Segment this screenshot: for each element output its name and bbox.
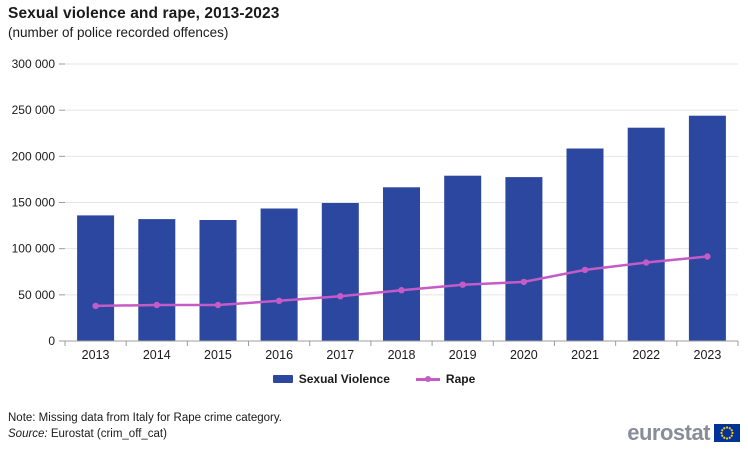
bar-2018 bbox=[383, 187, 420, 341]
bar-2017 bbox=[321, 203, 359, 341]
bar-2015 bbox=[199, 220, 237, 341]
bar-2013 bbox=[77, 215, 115, 341]
chart-subtitle: (number of police recorded offences) bbox=[8, 25, 229, 40]
rape-point-2020 bbox=[520, 278, 528, 286]
rape-point-2019 bbox=[459, 281, 466, 288]
x-tick-label: 2022 bbox=[632, 348, 660, 362]
bar-2022 bbox=[627, 127, 665, 341]
eurostat-logo: eurostat bbox=[627, 422, 740, 444]
legend-label-sexual-violence: Sexual Violence bbox=[298, 372, 390, 386]
source-line: Source: Eurostat (crim_off_cat) bbox=[8, 428, 167, 440]
x-tick-label: 2016 bbox=[265, 348, 293, 362]
bar-swatch-icon bbox=[272, 375, 293, 383]
eu-star-icon bbox=[728, 427, 731, 430]
rape-point-2013 bbox=[92, 302, 99, 310]
eu-star-icon bbox=[730, 429, 733, 432]
line-swatch-icon bbox=[415, 375, 440, 383]
eu-flag-field bbox=[714, 424, 740, 442]
x-tick-label: 2018 bbox=[388, 348, 416, 362]
line-swatch-marker bbox=[424, 376, 431, 382]
y-tick-label: 0 bbox=[48, 334, 55, 348]
eu-star-icon bbox=[725, 437, 729, 440]
note-text: Note: Missing data from Italy for Rape c… bbox=[8, 412, 282, 424]
bar-2021 bbox=[566, 148, 604, 341]
rape-point-2016 bbox=[275, 297, 283, 304]
y-tick-label: 50 000 bbox=[18, 288, 55, 302]
legend-label-rape: Rape bbox=[445, 372, 476, 386]
legend-item-sexual-violence: Sexual Violence bbox=[272, 372, 390, 386]
eu-star-icon bbox=[721, 429, 724, 432]
eu-star-icon bbox=[728, 436, 731, 439]
y-tick-label: 250 000 bbox=[12, 103, 56, 117]
y-tick-label: 150 000 bbox=[12, 196, 56, 210]
y-tick-label: 100 000 bbox=[12, 242, 56, 256]
eu-star-icon bbox=[725, 426, 729, 429]
eu-star-icon bbox=[731, 431, 734, 435]
rape-point-2014 bbox=[153, 301, 160, 309]
eu-star-icon bbox=[723, 436, 726, 439]
y-tick-label: 200 000 bbox=[12, 149, 56, 163]
legend-item-rape: Rape bbox=[415, 372, 476, 386]
x-tick-label: 2020 bbox=[510, 348, 538, 362]
rape-point-2023 bbox=[704, 253, 711, 260]
source-text: Eurostat (crim_off_cat) bbox=[50, 428, 167, 440]
x-tick-label: 2014 bbox=[143, 348, 171, 362]
rape-point-2021 bbox=[581, 266, 589, 274]
bar-2020 bbox=[505, 177, 543, 341]
bar-2023 bbox=[688, 115, 726, 341]
chart-title: Sexual violence and rape, 2013-2023 bbox=[8, 5, 280, 22]
chart-plot-area: 0 50 000 100 000 150 000 200 000 250 000 300 0… bbox=[12, 57, 739, 362]
eu-star-icon bbox=[730, 434, 733, 437]
eu-star-icon bbox=[723, 427, 726, 430]
source-label: Source: bbox=[8, 428, 48, 440]
rape-point-2017 bbox=[337, 293, 344, 300]
rape-point-2018 bbox=[398, 287, 405, 294]
x-tick-label: 2021 bbox=[571, 348, 599, 362]
x-tick-label: 2019 bbox=[449, 348, 477, 362]
rape-point-2015 bbox=[214, 301, 222, 309]
bar-2016 bbox=[260, 208, 298, 341]
bar-2014 bbox=[138, 219, 176, 341]
eu-star-icon bbox=[721, 434, 724, 437]
eu-flag-icon bbox=[714, 424, 740, 442]
x-tick-label: 2017 bbox=[326, 348, 354, 362]
y-tick-label: 300 000 bbox=[12, 57, 56, 71]
bar-2019 bbox=[444, 175, 482, 341]
x-tick-label: 2023 bbox=[694, 348, 722, 362]
eurostat-logo-text: eurostat bbox=[627, 420, 710, 445]
x-tick-label: 2013 bbox=[82, 348, 110, 362]
rape-point-2022 bbox=[643, 259, 650, 266]
legend: Sexual Violence Rape bbox=[0, 372, 748, 386]
x-tick-label: 2015 bbox=[204, 348, 232, 362]
eu-star-icon bbox=[720, 431, 723, 435]
